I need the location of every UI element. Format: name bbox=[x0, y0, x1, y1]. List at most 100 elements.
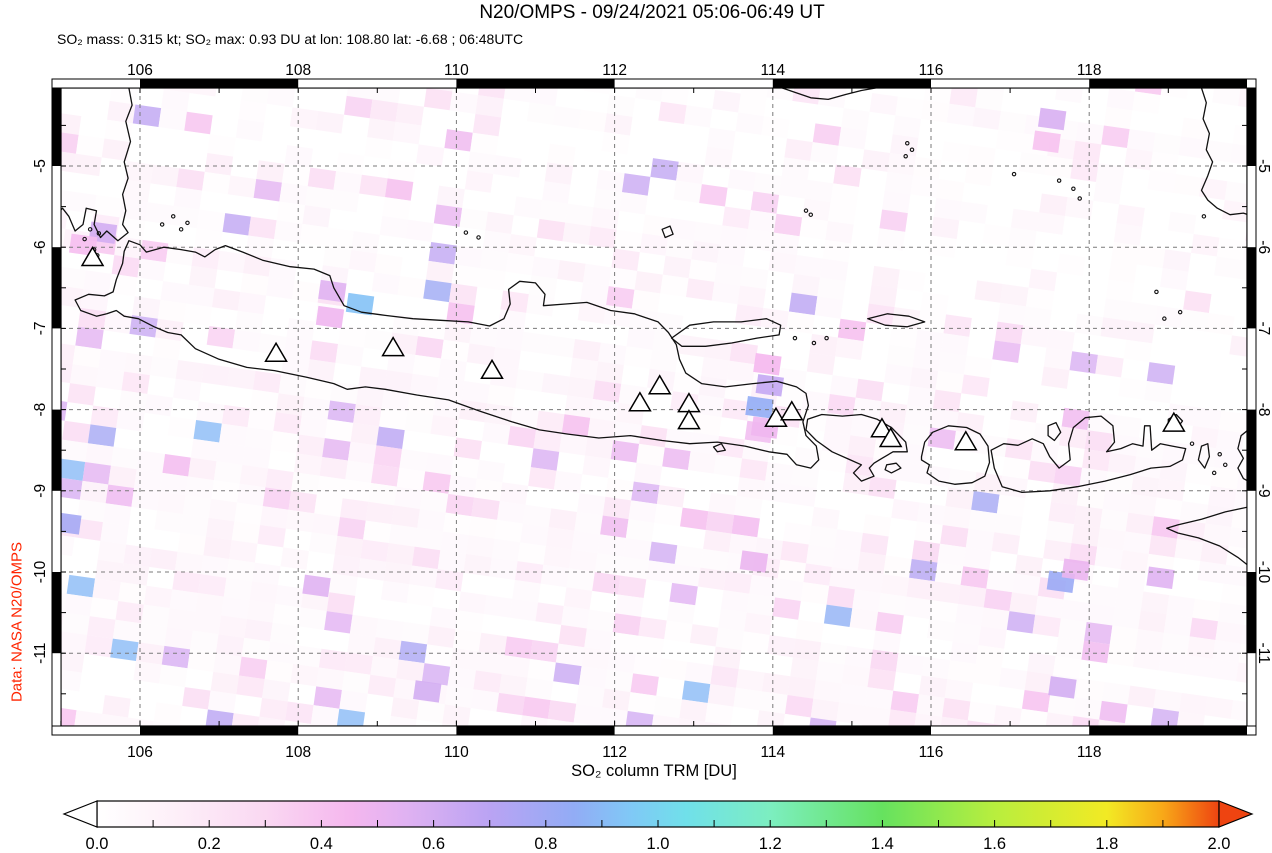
colorbar-label: SO₂ column TRM [DU] bbox=[571, 762, 737, 780]
islet-dot bbox=[1211, 470, 1217, 476]
colorbar-tick-label: 2.0 bbox=[1208, 835, 1231, 853]
colorbar-underflow-arrow bbox=[62, 800, 98, 828]
lat-tick-label-left: -10 bbox=[32, 560, 49, 583]
islet-dot bbox=[185, 220, 190, 226]
volcano-marker bbox=[779, 400, 804, 421]
lat-tick-label-right: -8 bbox=[1255, 403, 1272, 417]
lon-tick-label-bottom: 106 bbox=[127, 744, 153, 761]
volcano-marker bbox=[677, 409, 701, 430]
coastline-kalimantan_south bbox=[782, 88, 876, 101]
islet-dot bbox=[1177, 309, 1183, 315]
volcano-marker bbox=[80, 245, 105, 267]
coastline-flores_west bbox=[1237, 430, 1247, 482]
lat-tick-label-left: -8 bbox=[32, 403, 49, 417]
coastline-bali bbox=[805, 413, 908, 482]
coastline-kangean bbox=[867, 313, 926, 328]
islet-dot bbox=[1223, 462, 1228, 468]
volcano-marker bbox=[953, 430, 978, 451]
islet-dot bbox=[909, 147, 915, 153]
graticule-gridlines bbox=[61, 88, 1247, 726]
volcano-marker bbox=[764, 406, 788, 427]
volcano-marker bbox=[264, 341, 288, 363]
coastline-java bbox=[74, 240, 820, 469]
map-frame bbox=[51, 78, 1257, 736]
islet-dot bbox=[463, 230, 469, 235]
coastline-lombok bbox=[920, 425, 991, 485]
lon-tick-label-bottom: 110 bbox=[444, 744, 469, 761]
colorbar: 0.0 0.2 0.4 0.6 0.8 1.0 1.2 1.4 1.6 1.8 2.0 bbox=[62, 800, 1254, 853]
lon-tick-label-bottom: 114 bbox=[760, 744, 785, 761]
islet-dot bbox=[178, 227, 184, 232]
lat-tick-label-right: -7 bbox=[1255, 322, 1272, 336]
colorbar-tick-label: 0.4 bbox=[310, 835, 333, 853]
islet-dot bbox=[824, 335, 829, 341]
islet-dot bbox=[1011, 171, 1017, 177]
coastline-sumatra bbox=[61, 88, 133, 242]
colorbar-tick-label: 0.2 bbox=[198, 835, 221, 853]
islet-dot bbox=[1071, 186, 1076, 191]
lon-tick-label-bottom: 112 bbox=[602, 744, 627, 761]
volcano-marker bbox=[1162, 411, 1186, 432]
lat-tick-label-left: -9 bbox=[32, 484, 49, 498]
colorbar-tick-label: 1.0 bbox=[647, 835, 670, 853]
volcano-marker bbox=[647, 374, 672, 395]
islet-dot bbox=[1056, 178, 1062, 183]
colorbar-overflow-arrow bbox=[1218, 800, 1254, 828]
coastline-sumba bbox=[1166, 506, 1247, 566]
islet-dot bbox=[1217, 452, 1222, 457]
coastline-sumbawa bbox=[990, 415, 1187, 494]
islet-dot bbox=[808, 212, 814, 217]
islet-dot bbox=[1189, 441, 1195, 446]
lon-tick-label-bottom: 108 bbox=[285, 744, 311, 761]
coastline-madura bbox=[670, 318, 782, 347]
lon-tick-label-top: 110 bbox=[444, 62, 469, 79]
lat-tick-label-right: -10 bbox=[1255, 561, 1272, 584]
coastline-sulawesi_sw bbox=[1200, 88, 1247, 216]
lon-tick-label-top: 116 bbox=[919, 62, 944, 79]
lat-tick-label-left: -7 bbox=[32, 322, 49, 336]
volcano-marker bbox=[480, 358, 504, 380]
so2-data-cells bbox=[61, 88, 1247, 726]
islet-dot bbox=[905, 141, 910, 146]
islet-dot bbox=[1162, 316, 1167, 321]
colorbar-tick-label: 1.4 bbox=[871, 835, 894, 853]
lat-tick-label-right: -9 bbox=[1255, 484, 1272, 498]
islet-dot bbox=[1154, 289, 1159, 295]
lon-tick-label-top: 118 bbox=[1077, 62, 1102, 79]
volcano-marker bbox=[870, 417, 894, 438]
coastline-komodo bbox=[1197, 443, 1211, 469]
islet-dot bbox=[811, 340, 817, 346]
islet-dot bbox=[87, 227, 93, 232]
islet-dot bbox=[903, 154, 908, 159]
volcano-marker bbox=[628, 391, 652, 412]
islet-dot bbox=[170, 214, 176, 219]
colorbar-tick-label: 0.8 bbox=[534, 835, 557, 853]
islet-dot bbox=[159, 222, 165, 227]
coastline-bawean bbox=[661, 225, 674, 239]
volcano-markers bbox=[80, 245, 1186, 451]
islet-dot bbox=[1077, 196, 1082, 201]
lon-tick-label-bottom: 118 bbox=[1077, 744, 1102, 761]
colorbar-tick-label: 1.2 bbox=[759, 835, 782, 853]
islet-dot bbox=[792, 335, 798, 341]
colorbar-tick-label: 1.8 bbox=[1095, 835, 1118, 853]
islet-dot bbox=[1201, 214, 1207, 219]
lon-tick-label-top: 114 bbox=[760, 62, 785, 79]
islet-dot bbox=[476, 235, 481, 240]
coastline-nusa_barung bbox=[712, 443, 726, 453]
islet-dot bbox=[803, 208, 809, 213]
islet-dot bbox=[82, 236, 87, 242]
edge-ticks bbox=[60, 88, 1247, 726]
lat-tick-label-left: -5 bbox=[32, 159, 49, 173]
page-title: N20/OMPS - 09/24/2021 05:06-06:49 UT bbox=[479, 2, 825, 23]
lon-tick-label-bottom: 116 bbox=[919, 744, 944, 761]
axis-tick-labels: 106 106 108 108 110 110 112 112 114 114 116 116 118 1… bbox=[32, 62, 1272, 761]
lat-tick-label-right: -6 bbox=[1255, 240, 1272, 254]
islet-dot bbox=[96, 231, 102, 236]
subtitle-stats: SO₂ mass: 0.315 kt; SO₂ max: 0.93 DU at … bbox=[57, 31, 524, 47]
lon-tick-label-top: 112 bbox=[602, 62, 627, 79]
lat-tick-label-right: -11 bbox=[1255, 643, 1272, 664]
colorbar-tick-label: 0.6 bbox=[422, 835, 445, 853]
